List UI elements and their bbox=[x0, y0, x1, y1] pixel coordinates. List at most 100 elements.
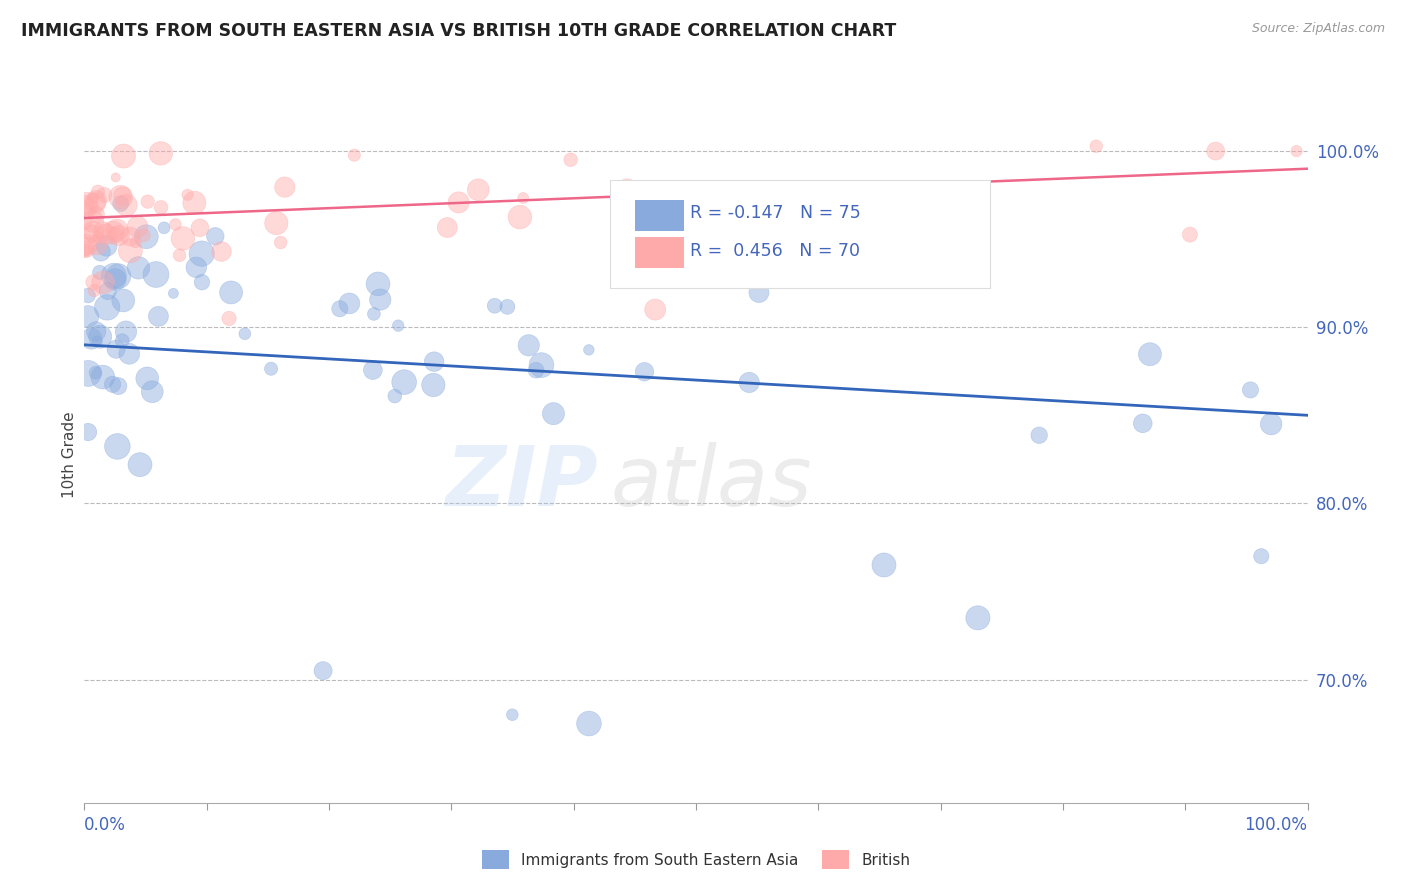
Point bbox=[75, 200, 97, 214]
Text: R =  0.456   N = 70: R = 0.456 N = 70 bbox=[690, 242, 860, 260]
Point bbox=[80, 226, 103, 240]
Point bbox=[101, 377, 124, 392]
Point bbox=[967, 611, 990, 625]
Point bbox=[96, 239, 118, 253]
Point bbox=[80, 332, 103, 346]
Point bbox=[260, 361, 283, 376]
Point bbox=[616, 183, 638, 197]
Point bbox=[387, 318, 409, 333]
Point bbox=[91, 370, 114, 384]
Point bbox=[165, 218, 187, 232]
Point bbox=[703, 262, 725, 277]
Point bbox=[873, 558, 896, 572]
Point bbox=[136, 194, 159, 209]
Point bbox=[77, 288, 100, 302]
Point bbox=[127, 260, 149, 275]
Point bbox=[1239, 383, 1261, 397]
Point bbox=[186, 260, 208, 275]
Point bbox=[108, 228, 131, 243]
Point bbox=[105, 439, 128, 453]
Point bbox=[105, 223, 128, 237]
Point bbox=[101, 226, 124, 240]
Point bbox=[860, 181, 883, 195]
Point bbox=[501, 707, 523, 722]
Point bbox=[115, 198, 138, 212]
Point bbox=[82, 225, 104, 239]
Text: Source: ZipAtlas.com: Source: ZipAtlas.com bbox=[1251, 22, 1385, 36]
Point bbox=[141, 384, 163, 399]
Point bbox=[191, 275, 214, 289]
Point bbox=[84, 325, 107, 339]
Bar bbox=[636, 200, 683, 231]
Point bbox=[112, 293, 135, 308]
Point bbox=[82, 214, 104, 228]
Point bbox=[150, 200, 173, 214]
Point bbox=[112, 149, 135, 163]
Point bbox=[1028, 428, 1050, 442]
Point bbox=[75, 242, 97, 256]
Point bbox=[110, 196, 132, 211]
Point bbox=[86, 334, 108, 349]
Point bbox=[343, 148, 366, 162]
Point bbox=[384, 389, 406, 403]
Point bbox=[104, 227, 127, 242]
Point bbox=[922, 191, 945, 205]
Point bbox=[75, 216, 97, 230]
Point bbox=[1139, 347, 1161, 361]
Point bbox=[233, 326, 256, 341]
Point bbox=[86, 238, 108, 252]
Point bbox=[82, 275, 104, 289]
Text: ZIP: ZIP bbox=[446, 442, 598, 524]
Point bbox=[274, 180, 297, 194]
Point bbox=[1085, 139, 1108, 153]
Point bbox=[83, 284, 105, 298]
Point bbox=[484, 299, 506, 313]
Point bbox=[496, 300, 519, 314]
Point bbox=[89, 265, 111, 279]
Point bbox=[104, 272, 127, 286]
Point bbox=[107, 379, 129, 393]
Point bbox=[423, 354, 446, 368]
Text: R = -0.147   N = 75: R = -0.147 N = 75 bbox=[690, 204, 860, 222]
Point bbox=[512, 191, 534, 205]
Point bbox=[633, 365, 655, 379]
Point bbox=[84, 196, 107, 211]
Point bbox=[124, 235, 146, 250]
Point bbox=[118, 229, 141, 244]
Point bbox=[266, 216, 288, 230]
Point bbox=[120, 244, 142, 258]
Text: IMMIGRANTS FROM SOUTH EASTERN ASIA VS BRITISH 10TH GRADE CORRELATION CHART: IMMIGRANTS FROM SOUTH EASTERN ASIA VS BR… bbox=[21, 22, 897, 40]
Point bbox=[97, 284, 120, 298]
Point bbox=[578, 343, 600, 357]
Point bbox=[1285, 144, 1308, 158]
Point bbox=[82, 191, 104, 205]
Point bbox=[329, 301, 352, 316]
Point bbox=[467, 183, 489, 197]
Point bbox=[77, 367, 100, 381]
Point bbox=[1132, 417, 1154, 431]
Point bbox=[363, 307, 385, 321]
Point bbox=[75, 239, 97, 253]
Point bbox=[129, 458, 152, 472]
Point bbox=[153, 220, 176, 235]
Point bbox=[90, 244, 112, 259]
Point bbox=[312, 664, 335, 678]
Point bbox=[103, 268, 125, 283]
Point bbox=[361, 363, 384, 377]
Point bbox=[190, 246, 212, 260]
Point bbox=[422, 378, 444, 392]
Point bbox=[91, 276, 114, 290]
Point bbox=[77, 425, 100, 439]
Point bbox=[76, 196, 98, 211]
Point bbox=[392, 375, 415, 389]
Legend: Immigrants from South Eastern Asia, British: Immigrants from South Eastern Asia, Brit… bbox=[475, 845, 917, 875]
Point bbox=[176, 187, 198, 202]
Point bbox=[96, 301, 118, 315]
Point bbox=[75, 244, 97, 258]
Text: atlas: atlas bbox=[610, 442, 813, 524]
Point bbox=[132, 228, 155, 243]
Point bbox=[148, 310, 170, 324]
Point bbox=[75, 239, 97, 253]
Point bbox=[218, 311, 240, 326]
Point bbox=[1205, 144, 1227, 158]
